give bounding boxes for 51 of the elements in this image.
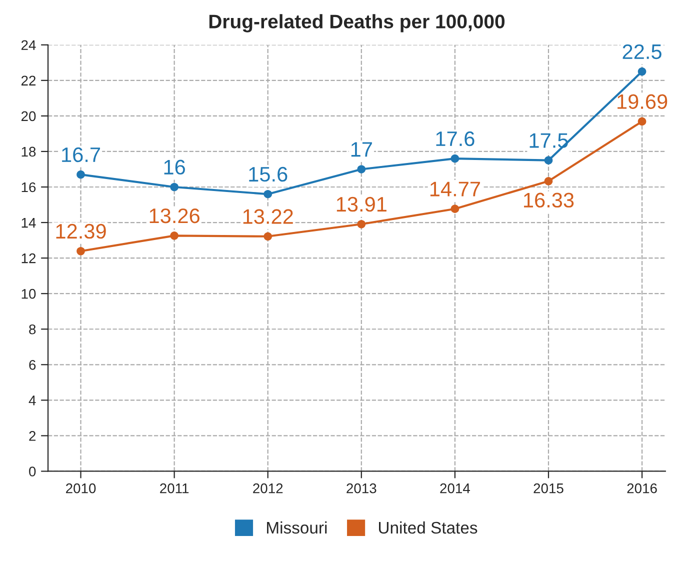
y-tick-label: 24 [21,40,36,50]
x-tick-label: 2015 [534,483,564,494]
x-tick-label: 2013 [346,483,376,494]
x-tick-label: 2012 [253,483,283,494]
data-label: 17.6 [436,131,474,146]
data-label: 17 [351,142,372,157]
y-tick-label: 22 [21,76,36,86]
y-tick-label: 10 [22,288,36,299]
chart-title: Drug-related Deaths per 100,000 [209,14,505,32]
point [638,117,646,126]
point [76,170,85,179]
point [450,204,460,214]
x-tick-label: 2011 [160,483,189,494]
y-tick-label: 14 [22,218,36,228]
point [450,154,460,163]
data-label: 13.22 [243,209,293,224]
x-tick-label: 2010 [66,483,96,494]
y-tick-label: 0 [29,466,36,476]
point [170,182,178,192]
point [264,190,272,198]
legend-label: United States [379,521,478,534]
legend-label: Missouri [267,521,327,534]
data-label: 14.77 [430,182,480,196]
point [76,246,85,256]
point [357,220,366,228]
point [170,232,178,240]
data-label: 13.26 [150,208,200,224]
y-tick-label: 20 [21,111,36,122]
point [264,232,272,241]
x-tick-label: 2014 [440,483,470,494]
x-tick-label: 2016 [627,483,657,494]
y-tick-label: 12 [22,253,36,264]
point [638,67,646,76]
data-label: 16.33 [524,192,574,208]
data-label: 22.5 [622,44,662,60]
y-tick-label: 2 [29,431,36,441]
data-label: 19.69 [618,94,668,109]
data-label: 16.7 [62,147,100,162]
data-label: 15.6 [249,166,288,182]
data-label: 13.91 [336,196,386,212]
point [357,165,366,174]
y-tick-label: 4 [28,396,36,406]
y-tick-label: 8 [29,324,36,334]
y-tick-label: 6 [29,360,36,370]
y-tick-label: 16 [22,182,36,192]
point [544,156,553,165]
point [544,176,553,186]
data-label: 17.5 [530,133,568,148]
data-label: 12.39 [56,224,106,239]
y-tick-label: 18 [22,146,36,157]
data-label: 16 [164,160,185,175]
